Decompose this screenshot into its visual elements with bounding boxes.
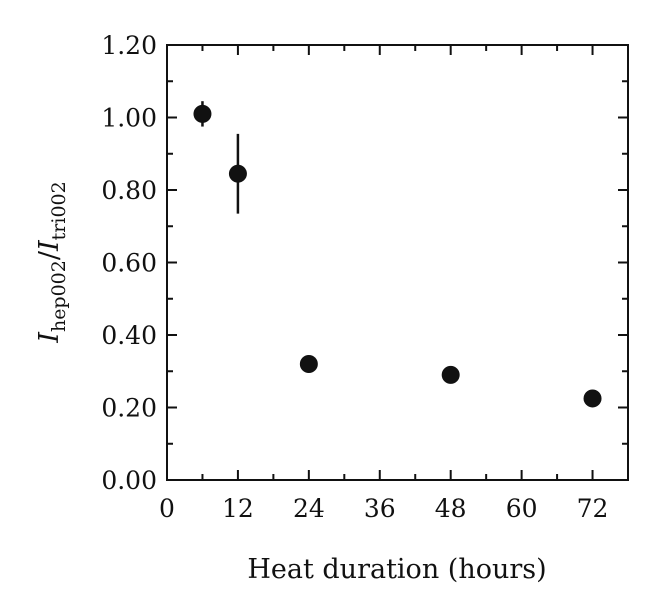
y-axis-label: Ihep002/Itri002 <box>34 181 70 343</box>
x-tick-label: 12 <box>222 494 254 523</box>
minor-ticks <box>167 45 628 480</box>
data-points <box>193 104 602 408</box>
data-point <box>193 104 212 123</box>
y-tick-label: 1.20 <box>101 31 157 60</box>
x-tick-label: 0 <box>159 494 175 523</box>
x-tick-label: 48 <box>435 494 467 523</box>
y-tick-label: 0.00 <box>101 466 157 495</box>
plot-border <box>166 44 629 481</box>
data-point <box>583 389 602 408</box>
data-point <box>228 164 247 183</box>
y-label-main-1: I <box>34 331 65 344</box>
y-label-main-2: I <box>34 239 65 252</box>
y-tick-label: 0.60 <box>101 249 157 278</box>
x-axis-label: Heat duration (hours) <box>247 554 546 585</box>
plot-frame <box>166 44 629 481</box>
major-ticks <box>166 44 628 481</box>
y-tick-label: 0.20 <box>101 394 157 423</box>
x-tick-label: 60 <box>506 494 538 523</box>
y-label-sub-2: tri002 <box>48 181 70 240</box>
x-tick-label: 72 <box>577 494 609 523</box>
x-tick-labels: 0 12 24 36 48 60 72 <box>159 494 608 523</box>
x-tick-label: 24 <box>293 494 325 523</box>
y-tick-label: 0.80 <box>101 176 157 205</box>
y-tick-label: 0.40 <box>101 321 157 350</box>
y-label-slash: / <box>34 250 65 260</box>
y-label-sub-1: hep002 <box>48 260 70 332</box>
x-tick-label: 36 <box>364 494 396 523</box>
data-point <box>299 355 318 373</box>
y-tick-labels: 0.00 0.20 0.40 0.60 0.80 1.00 1.20 <box>101 31 157 495</box>
y-tick-label: 1.00 <box>101 104 157 133</box>
data-point <box>441 365 460 384</box>
